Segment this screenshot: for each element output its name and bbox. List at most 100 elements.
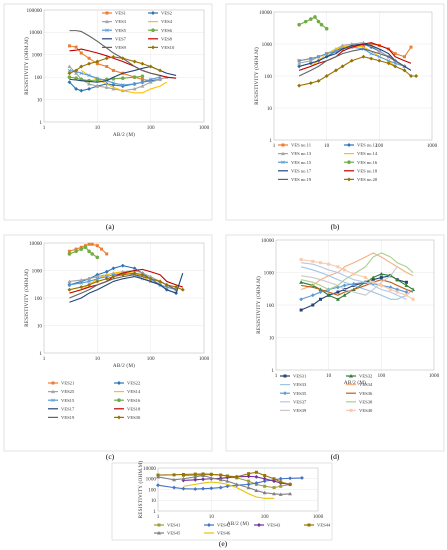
- data-point: [361, 54, 366, 59]
- y-tick-label: 10000: [29, 241, 42, 247]
- x-tick-label: 1: [275, 373, 278, 379]
- panel-frame: [225, 234, 445, 452]
- legend-entry: VES32: [359, 374, 373, 379]
- legend-swatch-marker: [151, 45, 155, 50]
- data-point: [79, 247, 84, 251]
- data-point: [377, 49, 382, 53]
- legend-entry: VES18: [127, 406, 141, 411]
- x-axis-label: AB/2 (M): [227, 520, 249, 527]
- legend: VES31 VES32 VES33 VES34 VES35 VES36 VES37 VES38…: [280, 374, 373, 413]
- data-point: [90, 252, 94, 256]
- data-point: [246, 482, 251, 487]
- data-point: [95, 277, 100, 281]
- x-tick-label: 1000: [199, 356, 210, 362]
- legend-entry: VES no.12: [357, 143, 378, 148]
- data-point: [379, 276, 383, 280]
- series-line: [298, 42, 412, 71]
- data-point: [140, 61, 145, 66]
- series-ves9: [69, 30, 161, 76]
- series-ves34: [300, 252, 414, 291]
- y-tick-label: 100000: [26, 8, 42, 14]
- legend-swatch-marker: [117, 381, 121, 385]
- legend-entry: VES43: [267, 523, 281, 528]
- y-tick-label: 10000: [261, 238, 274, 244]
- data-point: [336, 290, 340, 294]
- data-point: [225, 474, 229, 478]
- data-point: [132, 75, 137, 79]
- data-point: [74, 76, 78, 81]
- data-point: [316, 19, 321, 24]
- data-point: [111, 86, 116, 91]
- data-point: [120, 76, 125, 81]
- data-point: [67, 75, 72, 79]
- data-point: [111, 68, 115, 72]
- data-point: [402, 68, 407, 73]
- legend-entry: VES no.15: [291, 160, 312, 165]
- data-point: [311, 259, 315, 263]
- data-point: [262, 490, 267, 495]
- data-point: [87, 242, 91, 246]
- data-point: [279, 484, 283, 488]
- plot-area-border: [157, 467, 319, 512]
- x-tick-label: 10: [95, 356, 101, 362]
- data-point: [158, 77, 163, 81]
- data-point: [95, 244, 99, 248]
- legend-swatch-marker: [257, 523, 261, 527]
- data-point: [278, 476, 283, 481]
- series-ves16: [67, 245, 100, 260]
- data-point: [316, 79, 321, 83]
- legend-entry: VES17: [61, 406, 75, 411]
- y-tick-label: 1000: [264, 270, 275, 276]
- data-point: [156, 474, 160, 479]
- data-point: [246, 485, 251, 490]
- data-point: [67, 44, 71, 48]
- legend-entry: VES36: [359, 391, 373, 396]
- legend-entry: VES2: [161, 11, 173, 16]
- data-point: [272, 477, 276, 481]
- data-point: [95, 62, 99, 66]
- data-point: [308, 58, 313, 63]
- series-line: [69, 30, 161, 76]
- data-point: [297, 22, 301, 27]
- y-tick-label: 1000: [32, 268, 43, 274]
- panel-frame: [225, 3, 445, 221]
- data-point: [279, 480, 283, 484]
- legend-entry: VES35: [293, 391, 307, 396]
- data-point: [95, 279, 100, 284]
- legend-entry: VES4: [161, 19, 173, 24]
- data-point: [297, 61, 302, 65]
- legend-entry: VES34: [359, 382, 373, 387]
- y-tick-label: 100: [264, 74, 272, 80]
- series-line: [301, 262, 407, 300]
- data-point: [254, 474, 259, 479]
- legend-entry: VES44: [317, 523, 331, 528]
- data-point: [104, 56, 109, 61]
- data-point: [172, 477, 177, 482]
- data-point: [319, 22, 324, 27]
- legend-swatch-marker: [151, 11, 155, 15]
- data-point: [379, 283, 383, 287]
- data-point: [193, 474, 198, 479]
- x-tick-label: 100: [261, 514, 269, 520]
- data-point: [140, 272, 145, 277]
- data-point: [262, 479, 267, 484]
- data-point: [164, 282, 169, 287]
- legend-entry: VES no.17: [291, 168, 312, 173]
- y-tick-label: 10000: [29, 30, 42, 36]
- data-point: [263, 474, 267, 478]
- data-point: [95, 84, 100, 88]
- y-tick-label: 1: [39, 120, 42, 126]
- data-point: [156, 483, 160, 488]
- data-point: [404, 290, 409, 295]
- data-point: [95, 78, 100, 82]
- data-point: [140, 77, 144, 81]
- data-point: [105, 65, 109, 69]
- data-point: [148, 77, 153, 82]
- data-point: [254, 481, 259, 485]
- legend-swatch-marker: [283, 391, 287, 396]
- legend-entry: VES no.16: [357, 160, 378, 165]
- x-tick-label: 1000: [429, 373, 440, 379]
- x-tick-label: 100: [147, 125, 155, 131]
